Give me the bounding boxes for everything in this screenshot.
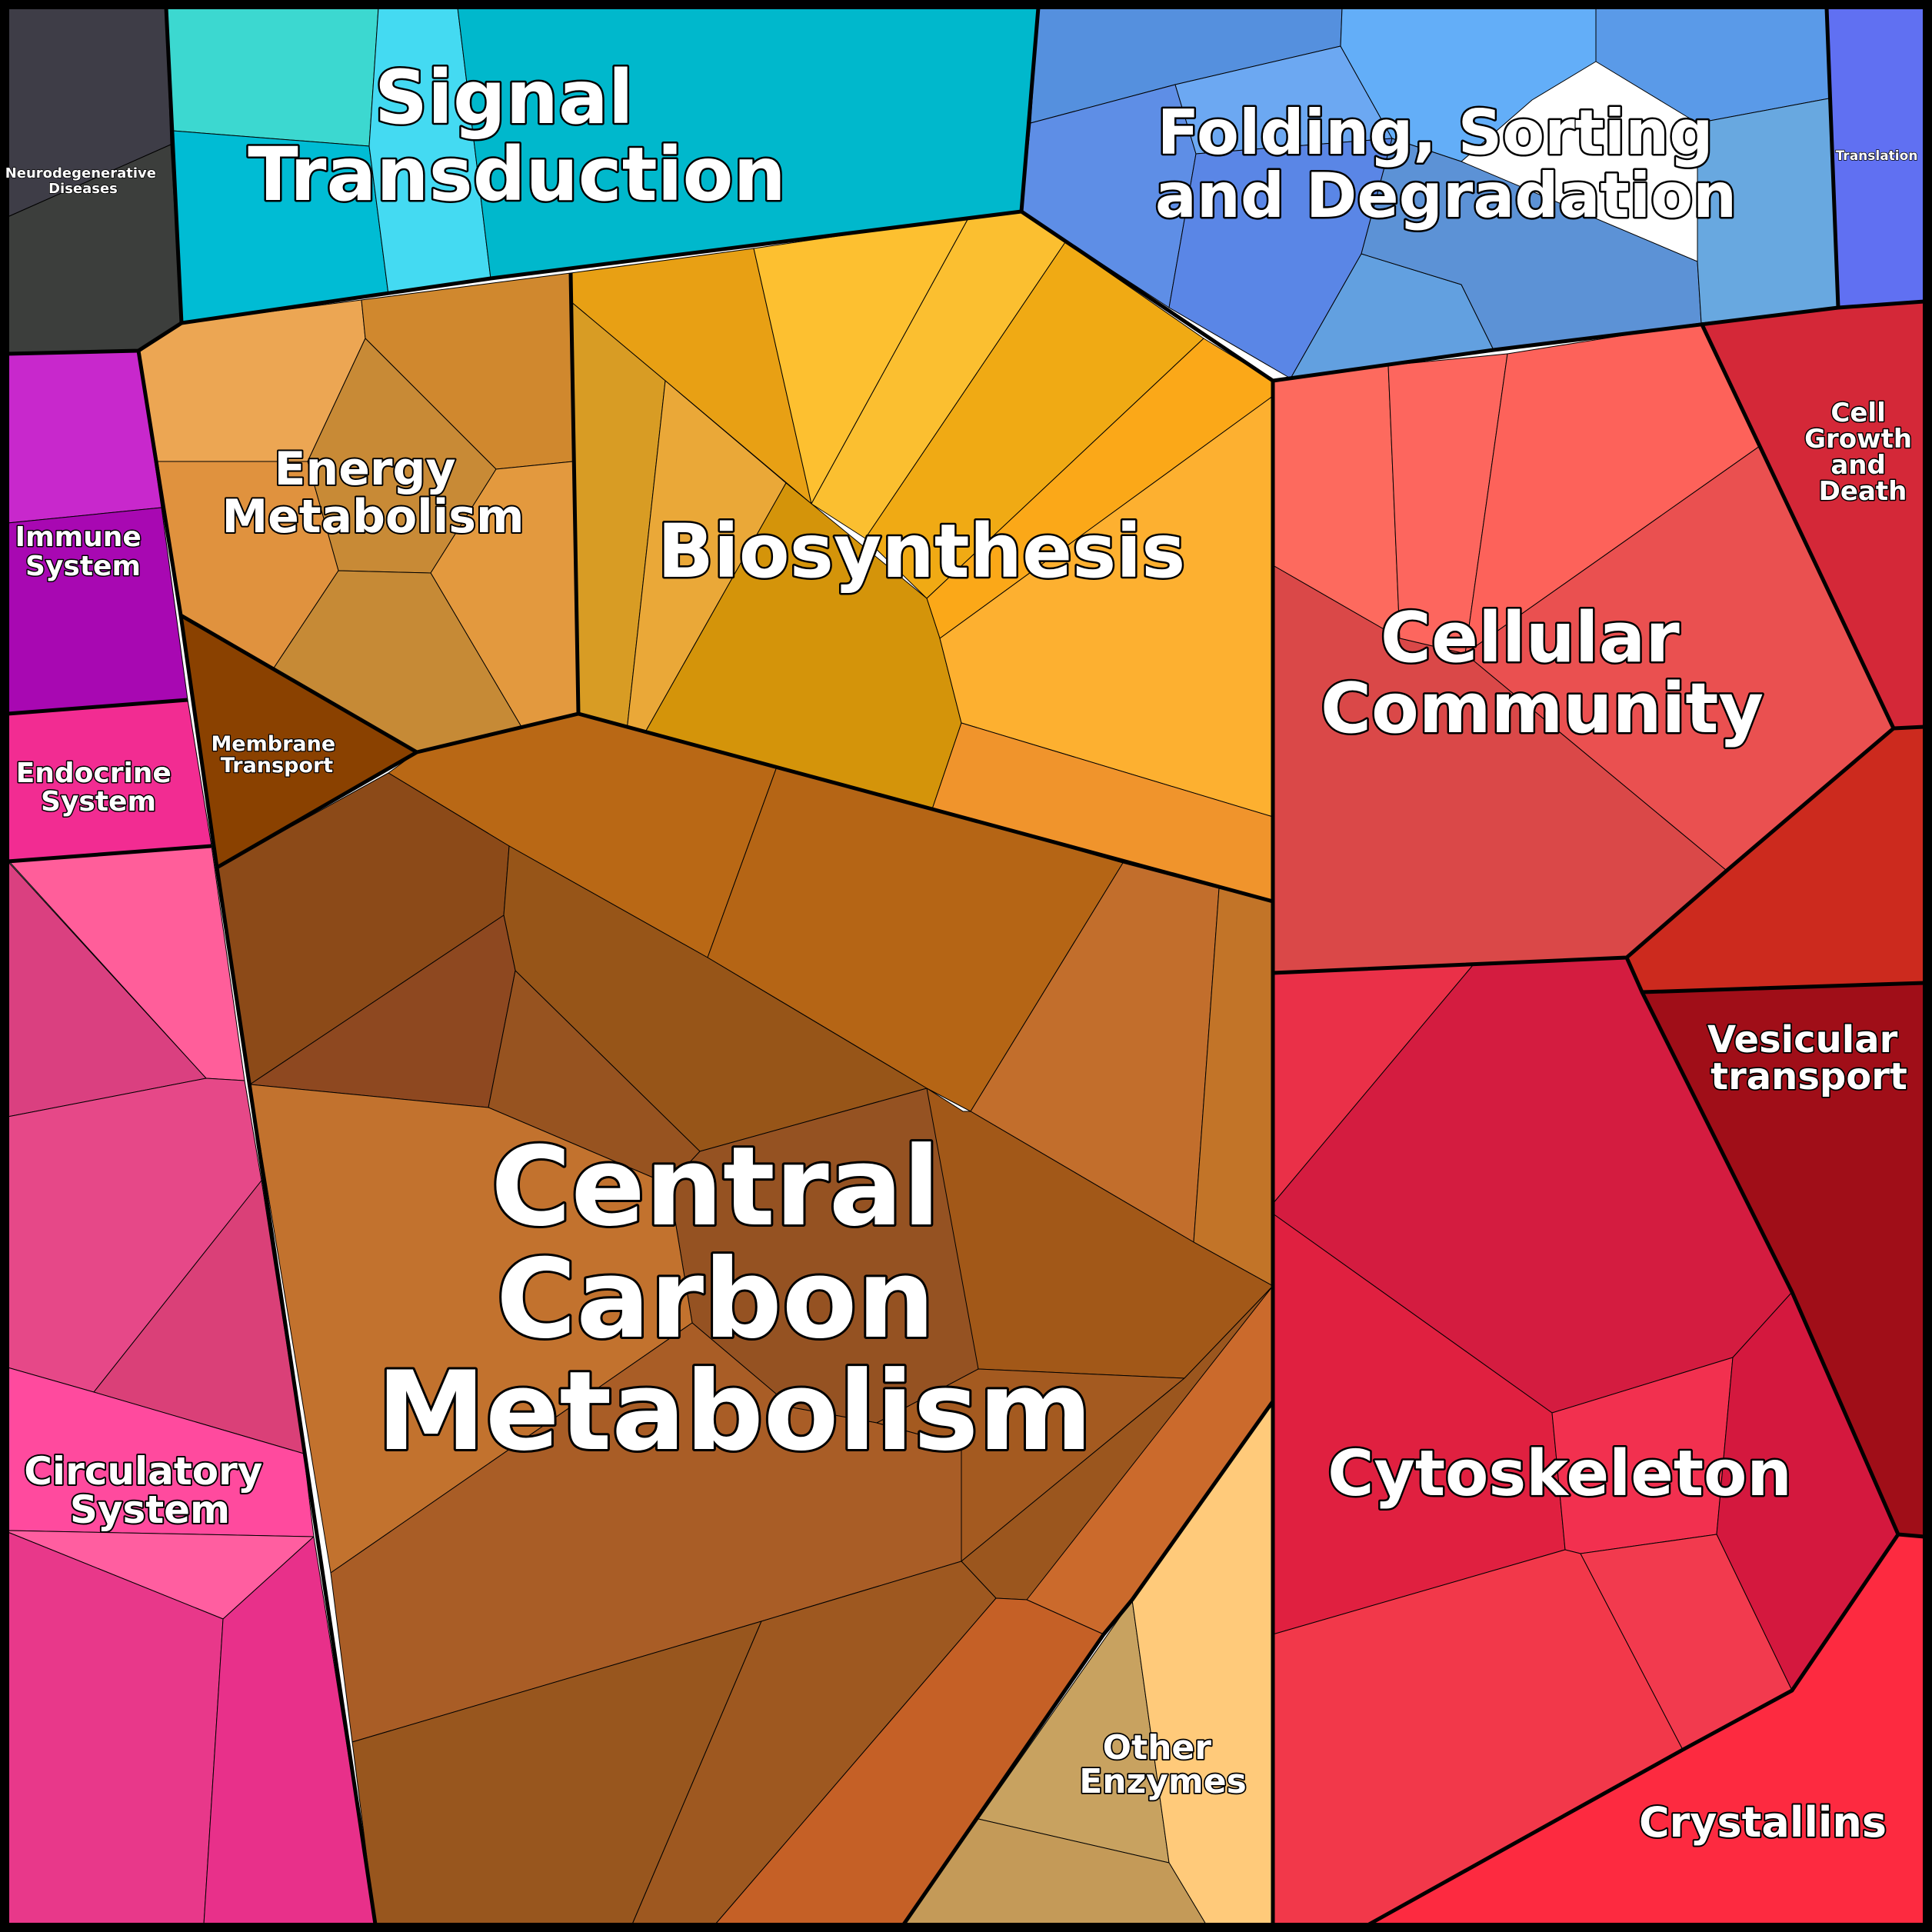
label-neurodegenerative-diseases: Neurodegenerative Diseases xyxy=(5,165,162,197)
cell xyxy=(165,7,379,147)
label-endocrine-system: Endocrine System xyxy=(16,758,182,818)
region-central-carbon-metabolism xyxy=(216,713,1274,1925)
region-cytoskeleton xyxy=(1272,957,1899,1925)
region-biosynthesis xyxy=(570,211,1274,902)
label-crystallins: Crystallins xyxy=(1639,1798,1887,1847)
label-other-enzymes: Other Enzymes xyxy=(1079,1728,1247,1801)
cell xyxy=(7,350,162,524)
label-membrane-transport: Membrane Transport xyxy=(211,732,342,778)
label-immune-system: Immune System xyxy=(15,521,152,582)
label-signal-transduction: Signal Transduction xyxy=(248,55,786,218)
region-immune-system xyxy=(7,350,188,715)
cell xyxy=(249,1084,693,1574)
label-biosynthesis: Biosynthesis xyxy=(658,508,1186,595)
region-labels: Neurodegenerative Diseases Signal Transd… xyxy=(5,53,1921,1849)
region-other-enzymes xyxy=(903,1401,1274,1925)
region-energy-metabolism xyxy=(138,272,579,753)
label-cell-growth-and-death: Cell Growth and Death xyxy=(1804,398,1921,507)
label-circulatory-system: Circulatory System xyxy=(24,1449,276,1532)
label-central-carbon-metabolism: Central Carbon Metabolism xyxy=(377,1124,1092,1475)
label-cellular-community: Cellular Community xyxy=(1321,598,1764,749)
label-translation: Translation xyxy=(1836,148,1918,164)
region-folding-sorting-degradation xyxy=(1021,7,1839,379)
region-signal-transduction xyxy=(165,7,1039,324)
group-borders xyxy=(7,7,1925,1927)
label-vesicular-transport: Vesicular transport xyxy=(1707,1018,1910,1098)
label-folding-sorting-degradation: Folding, Sorting and Degradation xyxy=(1155,97,1737,232)
label-energy-metabolism: Energy Metabolism xyxy=(222,442,524,544)
label-cytoskeleton: Cytoskeleton xyxy=(1327,1437,1792,1511)
region-cellular-community xyxy=(1272,322,1894,974)
